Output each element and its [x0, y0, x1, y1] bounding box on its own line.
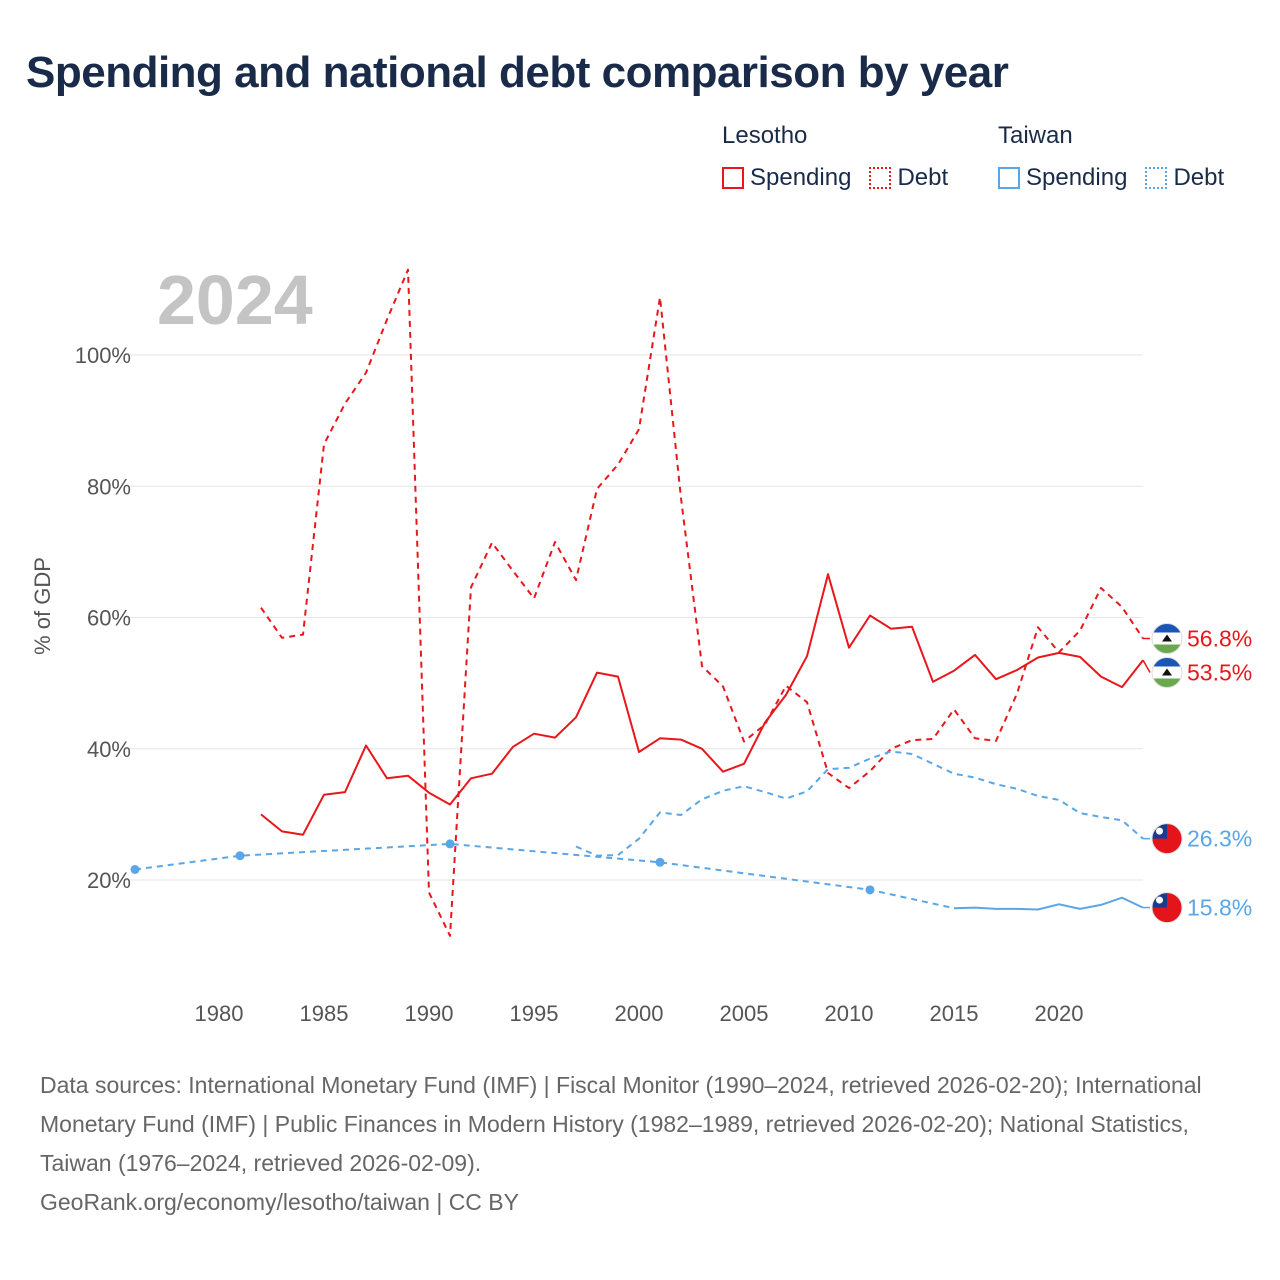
- footer: Data sources: International Monetary Fun…: [40, 1066, 1240, 1222]
- credit-link[interactable]: GeoRank.org/economy/lesotho/taiwan | CC …: [40, 1189, 519, 1215]
- gridlines: [125, 354, 1143, 881]
- end-value-label: 15.8%: [1187, 895, 1252, 921]
- taiwan-spending-point[interactable]: [130, 865, 140, 874]
- y-tick-label: 20%: [87, 868, 131, 893]
- lesotho-spending-line[interactable]: [260, 573, 1144, 836]
- lesotho-flag-icon: [1151, 623, 1183, 654]
- legend-taiwan-debt[interactable]: Debt: [1145, 164, 1224, 192]
- chart-title: Spending and national debt comparison by…: [26, 48, 1009, 97]
- x-axis: 1980 1985 1990 1995 2000 2005 2010 2015 2020: [195, 1001, 1084, 1026]
- end-value-label: 56.8%: [1187, 626, 1252, 652]
- taiwan-debt-line[interactable]: [575, 750, 1144, 857]
- lesotho-debt-line[interactable]: [260, 268, 1144, 937]
- y-tick-label: 80%: [87, 474, 131, 499]
- y-axis: 20% 40% 60% 80% 100%: [75, 343, 131, 893]
- taiwan-spending-dashed-line[interactable]: [134, 842, 955, 910]
- x-tick-label: 2005: [720, 1001, 769, 1026]
- end-labels: 56.8% 53.5% 26.3% 15.8%: [1142, 623, 1252, 924]
- data-sources: Data sources: International Monetary Fun…: [40, 1072, 1202, 1176]
- x-tick-label: 2000: [615, 1001, 664, 1026]
- end-value-label: 53.5%: [1187, 660, 1252, 686]
- line-chart: 2024 % of GDP 20%40%60%80%100% 1980 1985 1…: [30, 261, 1252, 1026]
- current-year-label: 2024: [157, 261, 313, 339]
- dotted-line-swatch-icon: [869, 167, 892, 189]
- y-tick-label: 60%: [87, 606, 131, 631]
- taiwan-spending-point[interactable]: [655, 857, 665, 867]
- lesotho-flag-icon: [1151, 657, 1183, 688]
- solid-line-swatch-icon: [722, 167, 744, 189]
- taiwan-spending-point[interactable]: [865, 885, 875, 895]
- legend-lesotho: Lesotho Spending Debt: [722, 122, 948, 192]
- legend-lesotho-debt[interactable]: Debt: [869, 164, 948, 192]
- x-tick-label: 1995: [510, 1001, 559, 1026]
- taiwan-spending-point[interactable]: [235, 851, 245, 861]
- legend-taiwan-title: Taiwan: [998, 122, 1073, 149]
- end-value-label: 26.3%: [1187, 826, 1252, 852]
- series-lines: [130, 268, 1144, 937]
- taiwan-flag-icon: [1151, 823, 1183, 855]
- y-axis-title: % of GDP: [30, 557, 55, 655]
- x-tick-label: 1990: [405, 1001, 454, 1026]
- legend-taiwan-debt-label: Debt: [1173, 164, 1225, 191]
- legend-lesotho-title: Lesotho: [722, 122, 808, 149]
- taiwan-spending-point[interactable]: [445, 839, 455, 849]
- x-tick-label: 2015: [930, 1001, 979, 1026]
- solid-line-swatch-icon: [998, 167, 1020, 189]
- legend-lesotho-spending-label: Spending: [750, 164, 852, 191]
- y-tick-label: 40%: [87, 737, 131, 762]
- legend-taiwan-spending-label: Spending: [1026, 164, 1128, 191]
- x-tick-label: 2010: [825, 1001, 874, 1026]
- x-tick-label: 2020: [1035, 1001, 1084, 1026]
- taiwan-flag-icon: [1151, 892, 1183, 924]
- legend-lesotho-debt-label: Debt: [897, 164, 949, 191]
- legend-taiwan: Taiwan Spending Debt: [998, 122, 1224, 192]
- end-label-connector: [1142, 659, 1151, 673]
- x-tick-label: 1985: [300, 1001, 349, 1026]
- legend-lesotho-spending[interactable]: Spending: [722, 164, 851, 192]
- taiwan-spending-line[interactable]: [953, 896, 1144, 911]
- legend-taiwan-spending[interactable]: Spending: [998, 164, 1127, 192]
- y-tick-label: 100%: [75, 343, 131, 368]
- dotted-line-swatch-icon: [1145, 167, 1168, 189]
- x-tick-label: 1980: [195, 1001, 244, 1026]
